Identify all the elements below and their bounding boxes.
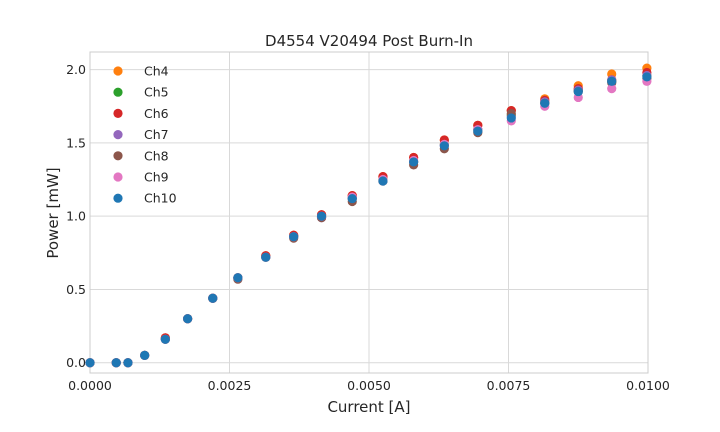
data-point [160, 334, 170, 344]
series-ch4 [85, 63, 652, 368]
y-tick-label: 0.0 [66, 355, 86, 370]
legend-entry-label: Ch7 [144, 127, 169, 142]
series-ch8 [85, 73, 652, 368]
data-point [316, 211, 327, 221]
data-point [111, 358, 121, 368]
data-point [261, 252, 271, 262]
y-tick-label: 1.5 [66, 135, 86, 150]
y-tick-label: 0.5 [66, 282, 86, 297]
data-point [607, 76, 617, 86]
x-tick-label: 0.0100 [626, 378, 670, 393]
x-axis-label: Current [A] [327, 398, 410, 416]
series-ch9 [85, 76, 652, 368]
plot-frame [89, 51, 649, 374]
points-layer [85, 63, 652, 368]
legend-entry-label: Ch9 [144, 170, 169, 185]
x-tick-label: 0.0050 [347, 378, 391, 393]
series-ch5 [85, 70, 652, 368]
x-tick-label: 0.0025 [208, 378, 252, 393]
data-point [473, 126, 483, 136]
data-point [573, 86, 583, 97]
y-tick-label: 1.0 [66, 209, 86, 224]
legend-marker [113, 172, 123, 182]
data-point [607, 84, 617, 94]
data-point [409, 157, 419, 167]
series-ch10 [85, 72, 652, 368]
y-tick-label: 2.0 [66, 62, 86, 77]
legend-marker [113, 66, 123, 76]
y-axis-label: Power [mW] [44, 167, 62, 258]
grid-layer [89, 52, 649, 373]
data-point [208, 293, 218, 303]
data-point [506, 113, 516, 123]
data-point [85, 358, 95, 368]
data-point [642, 72, 652, 82]
data-point [439, 141, 449, 151]
legend-entry-label: Ch10 [144, 191, 177, 206]
data-point [378, 176, 388, 186]
series-ch6 [85, 67, 652, 368]
ticks-layer: 0.0000 0.0025 0.0050 0.0075 0.0100 0.0 0.5 1.0 1… [66, 62, 670, 393]
chart-title: D4554 V20494 Post Burn-In [265, 32, 473, 50]
legend-marker [113, 130, 123, 140]
x-tick-label: 0.0000 [68, 378, 112, 393]
legend: Ch4 Ch5 Ch6 Ch7 Ch8 Ch9 Ch10 [113, 64, 177, 206]
data-point [140, 350, 150, 361]
data-point [123, 358, 133, 368]
legend-marker [113, 108, 123, 118]
data-point [183, 314, 193, 324]
legend-entry-label: Ch5 [144, 85, 169, 100]
legend-marker [113, 151, 123, 161]
data-point [347, 193, 357, 204]
legend-entry-label: Ch6 [144, 106, 169, 121]
legend-entry-label: Ch4 [144, 64, 169, 79]
data-point [289, 232, 299, 242]
legend-marker [113, 193, 123, 203]
data-point [233, 273, 243, 283]
x-tick-label: 0.0075 [487, 378, 531, 393]
data-point [540, 98, 550, 108]
legend-entry-label: Ch8 [144, 148, 169, 163]
legend-marker [113, 87, 123, 97]
series-ch7 [85, 70, 652, 368]
